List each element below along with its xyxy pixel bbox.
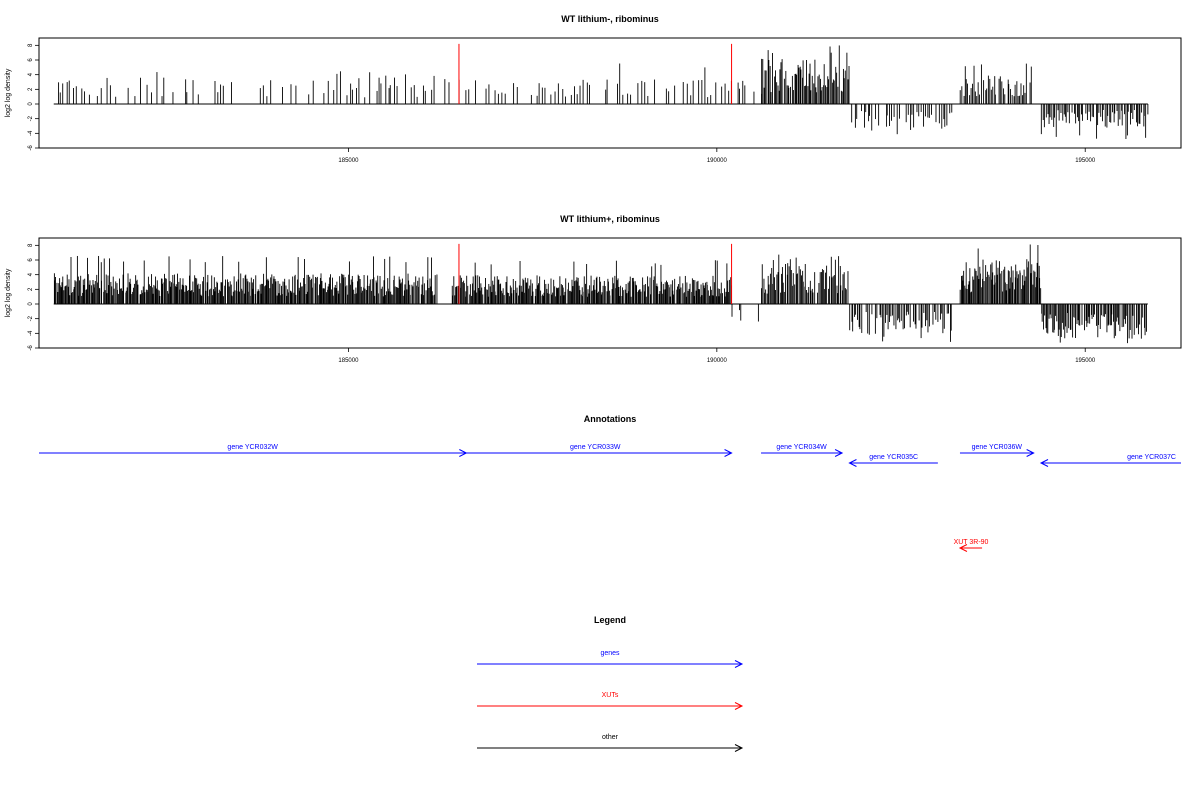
density-bars bbox=[53, 244, 1147, 344]
panel-lithium-plus: WT lithium+, ribominus -6 -4 -2 0 2 4 6 8 log2 lo… bbox=[5, 214, 1182, 364]
y-tick-label: 4 bbox=[28, 272, 34, 276]
annotation-arrowhead bbox=[958, 544, 968, 552]
x-tick-label: 185000 bbox=[338, 358, 359, 364]
annotation-arrowhead bbox=[834, 449, 844, 457]
y-tick-label: 0 bbox=[28, 302, 34, 306]
legend-arrowhead bbox=[734, 744, 744, 752]
y-tick-label: 8 bbox=[28, 43, 34, 47]
annotation-arrowhead bbox=[1039, 459, 1049, 467]
annotation-label: gene YCR036W bbox=[972, 444, 1023, 451]
y-axis-label: log2 log density bbox=[5, 268, 12, 317]
legend-title: Legend bbox=[594, 615, 626, 625]
y-tick-label: 6 bbox=[28, 58, 34, 62]
y-tick-label: 6 bbox=[28, 258, 34, 262]
annotation-arrowhead bbox=[724, 449, 733, 457]
x-tick-label: 195000 bbox=[1075, 358, 1096, 364]
y-tick-label: 8 bbox=[28, 243, 34, 247]
y-tick-label: -4 bbox=[28, 330, 34, 336]
annotation-label: gene YCR037C bbox=[1127, 454, 1176, 461]
panel-lithium-minus: WT lithium-, ribominus -6 -4 -2 0 2 4 6 8 log2 lo… bbox=[5, 14, 1182, 164]
panel-title: WT lithium-, ribominus bbox=[561, 14, 659, 24]
y-tick-label: -6 bbox=[28, 345, 34, 351]
legend-arrowhead bbox=[734, 702, 744, 710]
legend-item-label: XUTs bbox=[602, 692, 619, 699]
annotation-label: gene YCR033W bbox=[570, 444, 621, 451]
x-tick-label: 195000 bbox=[1075, 158, 1096, 164]
x-tick-label: 185000 bbox=[338, 158, 359, 164]
y-tick-label: 2 bbox=[28, 287, 34, 291]
legend-arrowhead bbox=[734, 660, 744, 668]
x-tick-label: 190000 bbox=[707, 358, 728, 364]
plot-frame bbox=[38, 37, 1182, 149]
y-tick-label: 0 bbox=[28, 102, 34, 106]
y-tick-label: -2 bbox=[28, 315, 34, 321]
panel-title: WT lithium+, ribominus bbox=[560, 214, 660, 224]
plot-frame bbox=[38, 237, 1182, 349]
annotations-title: Annotations bbox=[584, 414, 637, 424]
y-tick-label: 4 bbox=[28, 72, 34, 76]
y-tick-label: -6 bbox=[28, 145, 34, 151]
y-tick-label: 2 bbox=[28, 87, 34, 91]
y-tick-label: -2 bbox=[28, 115, 34, 121]
density-bars bbox=[58, 45, 1149, 140]
annotation-arrowhead bbox=[1026, 449, 1035, 457]
annotation-label: gene YCR035C bbox=[869, 454, 918, 461]
legend: Legend genes XUTs other bbox=[477, 615, 744, 752]
legend-item-label: genes bbox=[600, 650, 620, 657]
y-tick-label: -4 bbox=[28, 130, 34, 136]
annotation-arrowhead bbox=[848, 459, 857, 467]
annotation-label: gene YCR032W bbox=[227, 444, 278, 451]
legend-item-label: other bbox=[602, 734, 619, 741]
annotations-track: Annotations gene YCR032W gene YCR033W gene … bbox=[39, 414, 1181, 552]
x-tick-label: 190000 bbox=[707, 158, 728, 164]
y-axis-label: log2 log density bbox=[5, 68, 12, 117]
annotation-label: gene YCR034W bbox=[776, 444, 827, 451]
annotation-label: XUT 3R-90 bbox=[954, 539, 989, 546]
